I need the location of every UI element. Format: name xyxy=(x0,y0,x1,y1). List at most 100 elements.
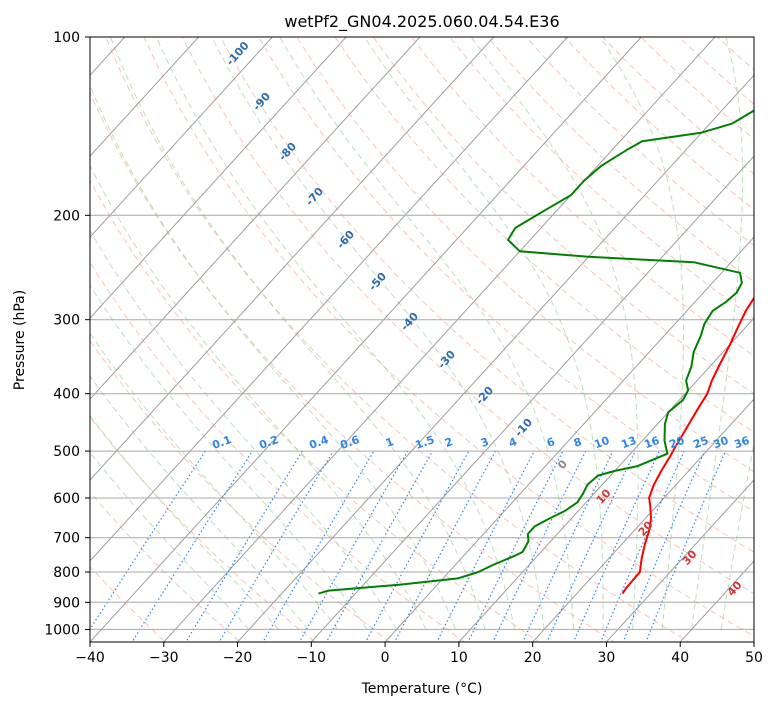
grid-layer xyxy=(90,37,754,642)
x-tick-label: −30 xyxy=(149,650,179,666)
isotherm-label: 40 xyxy=(725,578,745,598)
isotherm-line xyxy=(606,479,754,642)
isotherm-label: 0 xyxy=(555,457,570,472)
x-tick-label: 10 xyxy=(450,650,468,666)
mixing-ratio-label: 0.2 xyxy=(257,433,280,452)
mixing-ratio-label: 36 xyxy=(732,434,751,452)
isotherm-label: -90 xyxy=(250,90,273,114)
dewpoint-profile xyxy=(318,109,754,595)
y-tick-label: 500 xyxy=(53,444,80,460)
isotherm-line xyxy=(679,560,754,642)
temperature-profile xyxy=(621,296,754,595)
dry-adiabat-line xyxy=(90,339,391,642)
moist-adiabat-line xyxy=(691,37,744,630)
x-axis-label: Temperature (°C) xyxy=(361,681,483,697)
mixing-ratio-label: 2 xyxy=(443,435,455,450)
isotherm-label: 10 xyxy=(594,486,614,506)
mixing-ratio-label: 13 xyxy=(619,434,638,451)
moist-adiabat-line xyxy=(470,37,639,630)
y-tick-label: 1000 xyxy=(44,622,80,638)
isotherm-line xyxy=(753,641,754,642)
moist-adiabat-line xyxy=(720,441,754,630)
isotherm-label: -60 xyxy=(334,228,357,252)
isotherm-line xyxy=(458,317,754,642)
mixing-ratio-label: 20 xyxy=(667,434,686,452)
dry-adiabat-line xyxy=(334,37,754,433)
moist-adiabat-line xyxy=(90,229,397,630)
dry-adiabat-line xyxy=(258,37,754,513)
x-tick-label: 50 xyxy=(745,650,763,666)
dry-adiabat-line xyxy=(525,37,754,246)
mixing-ratio-label: 4 xyxy=(507,435,519,450)
y-axis-label: Pressure (hPa) xyxy=(12,290,28,390)
x-tick-label: −10 xyxy=(297,650,327,666)
y-tick-label: 400 xyxy=(53,387,80,403)
moist-adiabat-line xyxy=(279,37,575,630)
chart-title: wetPf2_GN04.2025.060.04.54.E36 xyxy=(284,12,559,32)
mixing-ratio-line xyxy=(393,450,496,642)
dry-adiabat-line xyxy=(90,565,167,642)
mixing-ratio-line xyxy=(90,450,206,631)
y-tick-label: 900 xyxy=(53,595,80,611)
isotherm-label: -80 xyxy=(276,140,299,164)
isotherm-line xyxy=(90,37,568,562)
x-tick-label: −20 xyxy=(223,650,253,666)
mixing-ratio-label: 16 xyxy=(642,434,661,452)
isotherm-line xyxy=(90,37,347,319)
mixing-ratio-label: 0.6 xyxy=(338,433,361,452)
isotherm-label: 30 xyxy=(680,547,700,567)
isotherm-label: -50 xyxy=(366,270,389,294)
isotherm-line xyxy=(90,37,421,400)
isotherm-line xyxy=(532,398,754,642)
mixing-ratio-line xyxy=(645,450,727,642)
isotherm-line xyxy=(90,37,642,642)
x-tick-label: −40 xyxy=(75,650,105,666)
moist-adiabat-line xyxy=(90,164,427,630)
isotherm-line xyxy=(90,37,495,481)
dry-adiabat-line xyxy=(90,91,616,642)
mixing-ratio-line xyxy=(436,450,535,642)
mixing-ratio-label: 1 xyxy=(384,435,396,450)
dry-adiabat-line xyxy=(90,416,316,642)
mixing-ratio-label: 3 xyxy=(479,435,491,450)
mixing-ratio-label: 8 xyxy=(572,435,584,450)
dry-adiabat-line xyxy=(90,491,241,642)
x-tick-label: 0 xyxy=(381,650,390,666)
x-tick-label: 40 xyxy=(671,650,689,666)
isotherm-line xyxy=(90,37,273,238)
dry-adiabat-line xyxy=(90,261,466,642)
label-layer: -100-90-80-70-60-50-40-30-20-10010203040… xyxy=(210,39,751,599)
mixing-ratio-line xyxy=(599,450,685,642)
moist-adiabat-line xyxy=(90,414,279,630)
isotherm-line xyxy=(90,37,199,157)
isotherm-line xyxy=(310,155,754,642)
dry-adiabat-line xyxy=(763,10,775,654)
isotherm-line xyxy=(163,37,716,642)
y-tick-label: 300 xyxy=(53,313,80,329)
y-tick-label: 100 xyxy=(53,30,80,46)
mixing-ratio-line xyxy=(492,450,587,642)
dry-adiabat-line xyxy=(143,37,754,637)
moist-adiabat-line xyxy=(599,37,684,630)
isotherm-label: -40 xyxy=(398,310,421,334)
isotherm-label: -10 xyxy=(512,416,535,440)
isotherm-line xyxy=(237,74,754,642)
mixing-ratio-label: 30 xyxy=(711,434,730,452)
dry-adiabat-line xyxy=(410,37,754,357)
y-tick-label: 200 xyxy=(53,208,80,224)
mixing-ratio-line xyxy=(546,450,636,642)
dry-adiabat-line xyxy=(678,37,754,105)
moist-adiabat-line xyxy=(90,451,250,630)
dry-adiabat-line xyxy=(181,37,754,595)
mixing-ratio-line xyxy=(364,450,470,642)
mixing-ratio-label: 10 xyxy=(592,434,611,452)
dry-adiabat-line xyxy=(90,179,541,642)
dry-adiabat-line xyxy=(601,37,754,175)
moist-adiabat-line xyxy=(90,284,368,630)
moist-adiabat-line xyxy=(90,84,457,630)
x-tick-label: 30 xyxy=(598,650,616,666)
isotherm-label: -30 xyxy=(435,348,458,372)
mixing-ratio-label: 25 xyxy=(691,434,710,451)
